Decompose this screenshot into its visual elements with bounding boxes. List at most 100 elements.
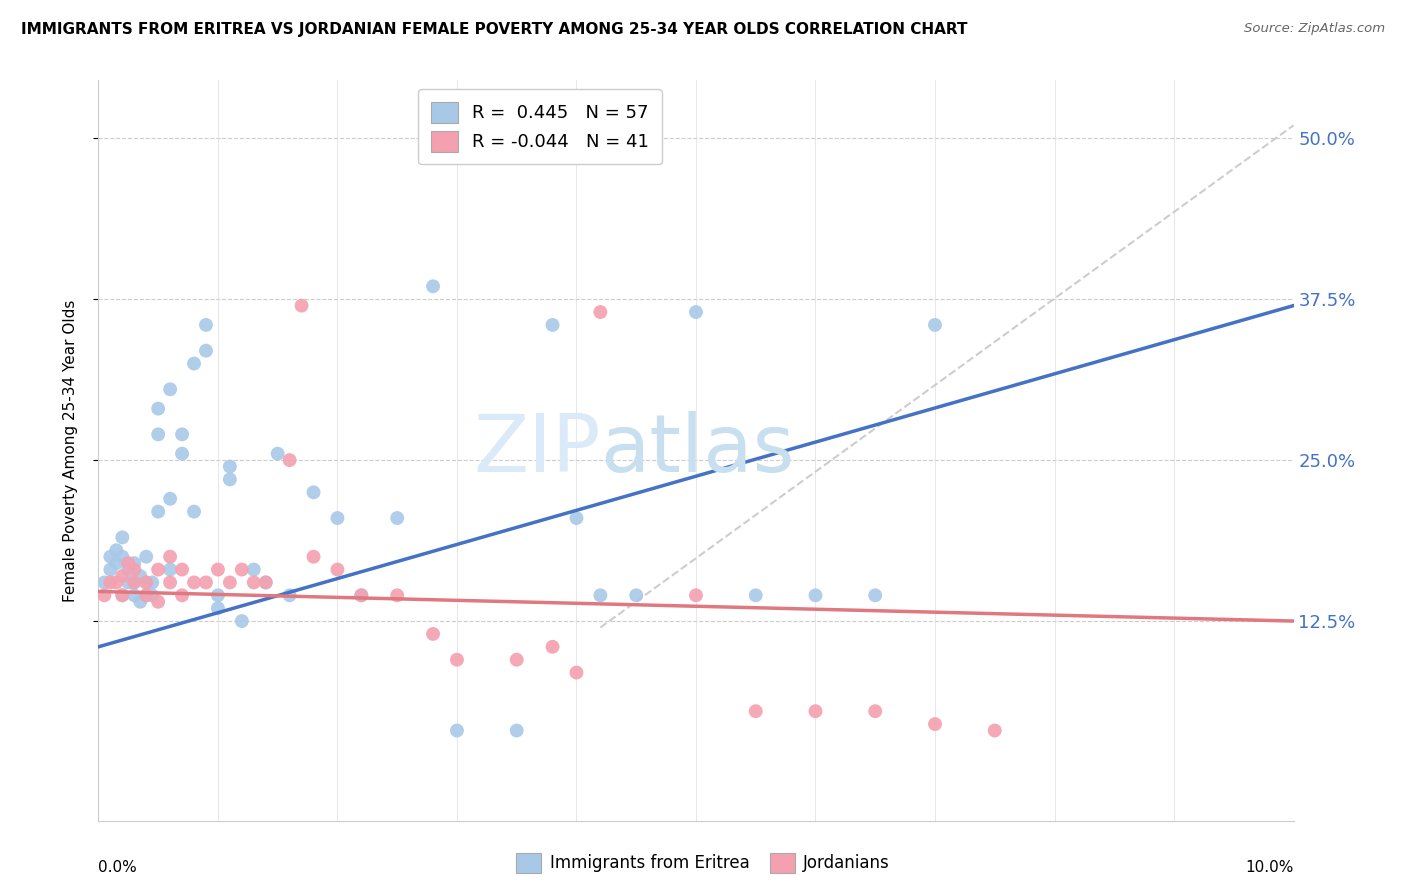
Point bbox=[541, 318, 564, 332]
Point bbox=[685, 588, 707, 602]
Point bbox=[219, 472, 242, 486]
Point bbox=[219, 575, 242, 590]
Point bbox=[326, 511, 349, 525]
Point bbox=[219, 459, 242, 474]
Point bbox=[302, 485, 325, 500]
Point bbox=[124, 588, 146, 602]
Point bbox=[141, 575, 163, 590]
Point bbox=[135, 575, 157, 590]
Point bbox=[231, 563, 253, 577]
Y-axis label: Female Poverty Among 25-34 Year Olds: Female Poverty Among 25-34 Year Olds bbox=[63, 300, 77, 601]
Point bbox=[685, 305, 707, 319]
Point bbox=[159, 491, 181, 506]
Point bbox=[148, 563, 170, 577]
Point bbox=[350, 588, 373, 602]
Point bbox=[446, 653, 468, 667]
Point bbox=[565, 511, 588, 525]
Point bbox=[111, 530, 134, 544]
Point bbox=[278, 453, 301, 467]
Point bbox=[111, 588, 134, 602]
Point bbox=[865, 704, 887, 718]
Point bbox=[350, 588, 373, 602]
Point bbox=[148, 427, 170, 442]
Point bbox=[589, 588, 612, 602]
Point bbox=[385, 511, 409, 525]
Point bbox=[124, 556, 146, 570]
Point bbox=[124, 563, 146, 577]
Point bbox=[745, 704, 768, 718]
Point bbox=[172, 447, 194, 461]
Point bbox=[148, 595, 170, 609]
Point bbox=[117, 563, 139, 577]
Point bbox=[804, 588, 827, 602]
Point bbox=[93, 575, 115, 590]
Point bbox=[541, 640, 564, 654]
Point bbox=[804, 704, 827, 718]
Point bbox=[326, 563, 349, 577]
Point bbox=[984, 723, 1007, 738]
Point bbox=[183, 357, 205, 371]
Point bbox=[278, 588, 301, 602]
Point bbox=[422, 627, 444, 641]
Point bbox=[111, 549, 134, 564]
Point bbox=[195, 575, 218, 590]
Point bbox=[231, 614, 253, 628]
Point bbox=[385, 588, 409, 602]
Point bbox=[924, 717, 946, 731]
Point bbox=[124, 575, 146, 590]
Point bbox=[207, 588, 229, 602]
Point bbox=[129, 595, 152, 609]
Point bbox=[924, 318, 946, 332]
Point bbox=[626, 588, 648, 602]
Point bbox=[172, 563, 194, 577]
Point bbox=[243, 563, 266, 577]
Point bbox=[207, 563, 229, 577]
Point bbox=[302, 549, 325, 564]
Point bbox=[865, 588, 887, 602]
Point bbox=[291, 299, 314, 313]
Point bbox=[111, 569, 134, 583]
Point bbox=[111, 588, 134, 602]
Point bbox=[148, 505, 170, 519]
Point bbox=[159, 382, 181, 396]
Text: Source: ZipAtlas.com: Source: ZipAtlas.com bbox=[1244, 22, 1385, 36]
Point bbox=[565, 665, 588, 680]
Text: atlas: atlas bbox=[600, 411, 794, 490]
Point bbox=[267, 447, 290, 461]
Point bbox=[105, 556, 128, 570]
Point bbox=[159, 575, 181, 590]
Point bbox=[124, 575, 146, 590]
Point bbox=[195, 318, 218, 332]
Text: 10.0%: 10.0% bbox=[1246, 860, 1294, 874]
Text: ZIP: ZIP bbox=[472, 411, 600, 490]
Point bbox=[159, 563, 181, 577]
Point bbox=[589, 305, 612, 319]
Point bbox=[172, 588, 194, 602]
Point bbox=[135, 549, 157, 564]
Legend: Immigrants from Eritrea, Jordanians: Immigrants from Eritrea, Jordanians bbox=[510, 847, 896, 880]
Point bbox=[93, 588, 115, 602]
Point bbox=[135, 575, 157, 590]
Point bbox=[183, 575, 205, 590]
Point bbox=[148, 401, 170, 416]
Point bbox=[183, 505, 205, 519]
Point bbox=[135, 588, 157, 602]
Text: 0.0%: 0.0% bbox=[98, 860, 138, 874]
Point bbox=[506, 723, 529, 738]
Point bbox=[254, 575, 277, 590]
Point bbox=[117, 575, 139, 590]
Point bbox=[172, 427, 194, 442]
Text: IMMIGRANTS FROM ERITREA VS JORDANIAN FEMALE POVERTY AMONG 25-34 YEAR OLDS CORREL: IMMIGRANTS FROM ERITREA VS JORDANIAN FEM… bbox=[21, 22, 967, 37]
Point bbox=[254, 575, 277, 590]
Point bbox=[105, 575, 128, 590]
Point bbox=[117, 556, 139, 570]
Point bbox=[98, 563, 122, 577]
Point bbox=[207, 601, 229, 615]
Point bbox=[129, 569, 152, 583]
Point bbox=[195, 343, 218, 358]
Point bbox=[745, 588, 768, 602]
Point bbox=[159, 549, 181, 564]
Point bbox=[422, 279, 444, 293]
Point bbox=[243, 575, 266, 590]
Point bbox=[446, 723, 468, 738]
